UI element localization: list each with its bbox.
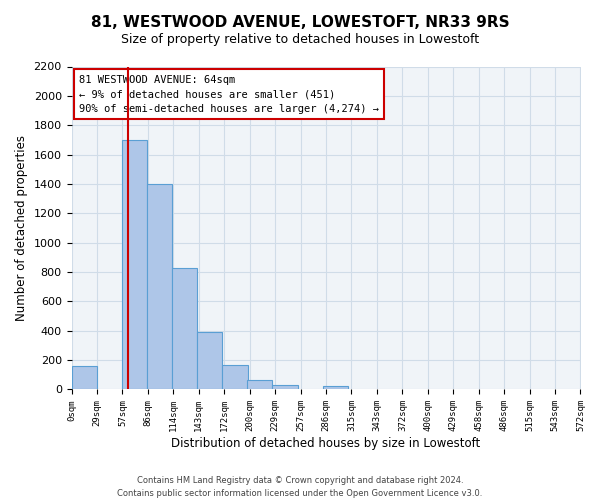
Bar: [323, 386, 348, 390]
Text: 81, WESTWOOD AVENUE, LOWESTOFT, NR33 9RS: 81, WESTWOOD AVENUE, LOWESTOFT, NR33 9RS: [91, 15, 509, 30]
Bar: [147, 184, 172, 390]
Bar: [122, 140, 147, 390]
Bar: [247, 380, 272, 390]
Text: Contains HM Land Registry data © Crown copyright and database right 2024.
Contai: Contains HM Land Registry data © Crown c…: [118, 476, 482, 498]
X-axis label: Distribution of detached houses by size in Lowestoft: Distribution of detached houses by size …: [172, 437, 481, 450]
Bar: [172, 268, 197, 390]
Text: 81 WESTWOOD AVENUE: 64sqm
← 9% of detached houses are smaller (451)
90% of semi-: 81 WESTWOOD AVENUE: 64sqm ← 9% of detach…: [79, 74, 379, 114]
Y-axis label: Number of detached properties: Number of detached properties: [15, 135, 28, 321]
Bar: [272, 385, 298, 390]
Text: Size of property relative to detached houses in Lowestoft: Size of property relative to detached ho…: [121, 32, 479, 46]
Bar: [71, 366, 97, 390]
Bar: [223, 365, 248, 390]
Bar: [197, 332, 223, 390]
